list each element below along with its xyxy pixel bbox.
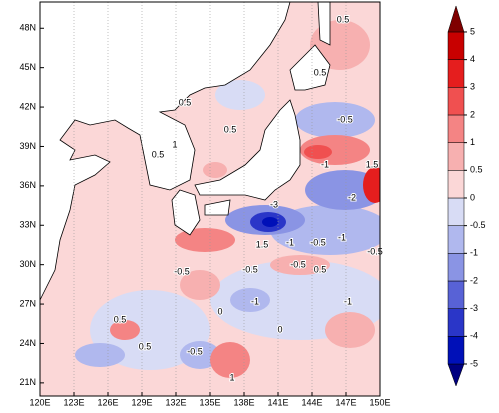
colorbar-segment — [447, 142, 465, 171]
colorbar-segment — [447, 225, 465, 254]
contour-label: 0.5 — [179, 97, 192, 107]
y-tick-label: 42N — [19, 101, 36, 111]
contour-label: 1 — [229, 372, 234, 382]
contour-label: 1.5 — [256, 239, 269, 249]
colorbar-label: 1 — [470, 137, 475, 147]
contour-label: 0 — [217, 306, 222, 316]
colorbar-label: -1 — [470, 248, 478, 258]
colorbar-segment — [447, 31, 465, 60]
contour-label: 0.5 — [224, 124, 237, 134]
y-tick-label: 45N — [19, 62, 36, 72]
colorbar-segment — [447, 280, 465, 309]
colorbar-label: -0.5 — [470, 220, 486, 230]
contour-label: -1 — [344, 296, 352, 306]
x-tick-label: 141E — [267, 397, 288, 407]
x-tick-label: 144E — [301, 397, 322, 407]
y-tick-label: 27N — [19, 298, 36, 308]
x-tick-label: 135E — [199, 397, 220, 407]
x-tick-label: 129E — [131, 397, 152, 407]
contour-label: -1 — [321, 159, 329, 169]
contour-label: -1 — [286, 237, 294, 247]
contour-label: 0 — [277, 324, 282, 334]
contour-label: 1.5 — [366, 159, 379, 169]
field — [40, 2, 380, 396]
y-tick-label: 21N — [19, 377, 36, 387]
x-tick-label: 126E — [97, 397, 118, 407]
y-tick-label: 39N — [19, 141, 36, 151]
colorbar-label: 4 — [470, 54, 475, 64]
x-tick-label: 150E — [369, 397, 390, 407]
contour-label: -1 — [338, 232, 346, 242]
colorbar-segment — [447, 197, 465, 226]
land — [40, 2, 331, 301]
x-tick-label: 123E — [63, 397, 84, 407]
contour-label: 0.5 — [114, 314, 127, 324]
colorbar-segment — [447, 59, 465, 88]
colorbar-arrow — [447, 5, 465, 33]
colorbar-label: 3 — [470, 82, 475, 92]
colorbar-segment — [447, 336, 465, 365]
contour-label: 0.5 — [139, 341, 152, 351]
colorbar-label: 2 — [470, 109, 475, 119]
contour-label: -0.5 — [367, 246, 383, 256]
contour-label: 0.5 — [337, 14, 350, 24]
colorbar: -5 -4 -3 -2 -1 -0.5 0 0.5 1 2 3 4 5 — [447, 5, 486, 387]
x-tick-label: 132E — [165, 397, 186, 407]
contour-label: -0.5 — [290, 259, 306, 269]
y-tick-label: 24N — [19, 338, 36, 348]
contour-label: -0.5 — [337, 114, 353, 124]
colorbar-segment — [447, 114, 465, 143]
colorbar-segment — [447, 308, 465, 337]
contour-label: -2 — [348, 192, 356, 202]
colorbar-label: -3 — [470, 303, 478, 313]
colorbar-label: 0.5 — [470, 165, 483, 175]
colorbar-label: -2 — [470, 275, 478, 285]
y-tick-label: 36N — [19, 180, 36, 190]
contour-label: -0.5 — [310, 237, 326, 247]
contour-label: -0.5 — [187, 346, 203, 356]
y-tick-label: 33N — [19, 220, 36, 230]
colorbar-label: -5 — [470, 358, 478, 368]
colorbar-label: 5 — [470, 26, 475, 36]
contour-label: 1 — [172, 139, 177, 149]
x-tick-label: 138E — [233, 397, 254, 407]
y-tick-label: 30N — [19, 259, 36, 269]
colorbar-arrow — [447, 363, 465, 387]
colorbar-label: 0 — [470, 192, 475, 202]
colorbar-segment — [447, 253, 465, 282]
contour-label: -3 — [270, 199, 278, 209]
contour-label: -1 — [251, 296, 259, 306]
contour-labels: 0.5 0.5 0.5 0.5 -0.5 1 0.5 -1 1.5 -2 -3 1.5 -1 -0.5 -0… — [113, 13, 384, 383]
colorbar-segment — [447, 170, 465, 199]
colorbar-label: -4 — [470, 331, 478, 341]
y-tick-label: 48N — [19, 23, 36, 33]
contour-label: 0.5 — [152, 149, 165, 159]
contour-label: 0.5 — [314, 264, 327, 274]
contour-label: 0.5 — [314, 67, 327, 77]
colorbar-segment — [447, 87, 465, 116]
x-tick-label: 120E — [29, 397, 50, 407]
x-tick-label: 147E — [335, 397, 356, 407]
contour-label: -0.5 — [174, 266, 190, 276]
contour-label: -0.5 — [242, 264, 258, 274]
